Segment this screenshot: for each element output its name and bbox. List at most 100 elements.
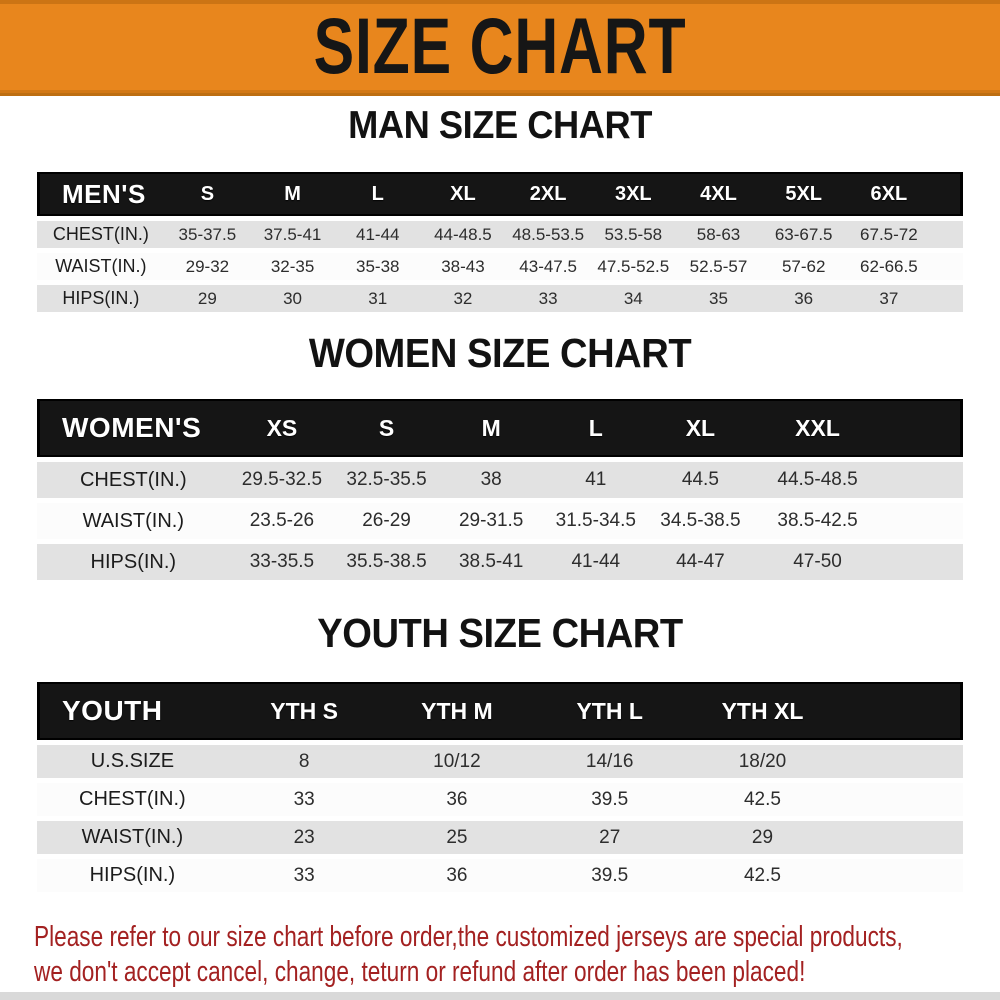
size-value-cell: 42.5 (686, 859, 839, 892)
table-row: WAIST(IN.) 29-32 32-35 35-38 38-43 43-47.5 47.… (37, 253, 963, 280)
size-value-cell: 38-43 (420, 253, 506, 280)
disclaimer-line-1: Please refer to our size chart before or… (34, 921, 903, 953)
size-value-cell: 33-35.5 (229, 544, 335, 580)
size-value-cell: 39.5 (533, 783, 687, 816)
size-value-cell: 33 (227, 783, 381, 816)
size-value-cell: 32 (420, 285, 506, 312)
women-section-heading: WOMEN SIZE CHART (308, 330, 692, 376)
size-column-header: YTH L (533, 682, 687, 740)
row-spacer (882, 544, 963, 580)
size-column-header: 4XL (675, 172, 762, 216)
table-row: CHEST(IN.) 35-37.5 37.5-41 41-44 44-48.5 48.5… (37, 221, 963, 248)
youth-section-heading: YOUTH SIZE CHART (317, 610, 683, 656)
size-column-header: M (438, 399, 544, 457)
size-value-cell: 41-44 (543, 544, 649, 580)
size-value-cell: 14/16 (533, 745, 687, 778)
row-label: U.S.SIZE (37, 745, 228, 778)
size-value-cell: 36 (761, 285, 847, 312)
table-row: CHEST(IN.) 33 36 39.5 42.5 (37, 783, 963, 816)
table-header-row: MEN'S S M L XL 2XL 3XL 4XL 5XL 6XL (37, 172, 963, 216)
size-value-cell: 38.5-42.5 (752, 503, 883, 539)
table-row: HIPS(IN.) 33-35.5 35.5-38.5 38.5-41 41-44 44-… (37, 544, 963, 580)
banner-title: SIZE CHART (313, 1, 687, 91)
table-header-label: MEN'S (37, 172, 165, 216)
row-spacer (838, 821, 963, 854)
row-spacer (838, 859, 963, 892)
size-value-cell: 63-67.5 (761, 221, 847, 248)
size-value-cell: 35.5-38.5 (334, 544, 439, 580)
row-label: HIPS(IN.) (37, 285, 165, 312)
table-header-row: WOMEN'S XS S M L XL XXL (37, 399, 963, 457)
row-spacer (931, 253, 963, 280)
size-value-cell: 33 (227, 859, 381, 892)
size-column-header: YTH M (380, 682, 534, 740)
women-size-table: WOMEN'S XS S M L XL XXL CHEST(IN.) 29.5-32.5 32.5… (37, 394, 963, 585)
size-column-header: M (249, 172, 336, 216)
header-spacer (838, 682, 963, 740)
size-column-header: 5XL (761, 172, 847, 216)
row-label: CHEST(IN.) (37, 221, 165, 248)
size-value-cell: 29.5-32.5 (229, 462, 335, 498)
size-value-cell: 62-66.5 (846, 253, 932, 280)
size-value-cell: 23 (227, 821, 381, 854)
size-value-cell: 37.5-41 (249, 221, 336, 248)
size-value-cell: 39.5 (533, 859, 687, 892)
size-value-cell: 30 (249, 285, 336, 312)
row-label: WAIST(IN.) (37, 503, 230, 539)
row-label: HIPS(IN.) (37, 859, 228, 892)
row-label: WAIST(IN.) (37, 821, 228, 854)
size-value-cell: 53.5-58 (590, 221, 676, 248)
row-spacer (931, 285, 963, 312)
size-value-cell: 29 (164, 285, 250, 312)
size-column-header: 3XL (590, 172, 676, 216)
size-value-cell: 34.5-38.5 (648, 503, 753, 539)
table-header-label: YOUTH (37, 682, 228, 740)
disclaimer-line-2: we don't accept cancel, change, teturn o… (34, 956, 806, 988)
size-value-cell: 36 (380, 859, 534, 892)
table-header-row: YOUTH YTH S YTH M YTH L YTH XL (37, 682, 963, 740)
size-column-header: S (334, 399, 439, 457)
size-value-cell: 31.5-34.5 (543, 503, 649, 539)
size-table-grid: MEN'S S M L XL 2XL 3XL 4XL 5XL 6XL CHEST(IN.) 35-37… (37, 167, 963, 317)
size-value-cell: 47-50 (752, 544, 883, 580)
size-value-cell: 10/12 (380, 745, 534, 778)
bottom-strip (0, 992, 1000, 1000)
size-value-cell: 29-31.5 (438, 503, 544, 539)
size-value-cell: 33 (505, 285, 591, 312)
size-value-cell: 44-48.5 (420, 221, 506, 248)
row-spacer (838, 783, 963, 816)
size-value-cell: 58-63 (675, 221, 762, 248)
youth-size-table: YOUTH YTH S YTH M YTH L YTH XL U.S.SIZE 8 10/12… (37, 677, 963, 897)
header-spacer (882, 399, 963, 457)
row-label: CHEST(IN.) (37, 783, 228, 816)
row-spacer (882, 462, 963, 498)
table-row: HIPS(IN.) 29 30 31 32 33 34 35 36 37 (37, 285, 963, 312)
size-table-grid: WOMEN'S XS S M L XL XXL CHEST(IN.) 29.5-32.5 32.5… (37, 394, 963, 585)
size-table-grid: YOUTH YTH S YTH M YTH L YTH XL U.S.SIZE 8 10/12… (37, 677, 963, 897)
size-column-header: YTH XL (686, 682, 839, 740)
man-size-table: MEN'S S M L XL 2XL 3XL 4XL 5XL 6XL CHEST(IN.) 35-37… (37, 167, 963, 317)
disclaimer: Please refer to our size chart before or… (34, 920, 903, 990)
size-column-header: XL (648, 399, 753, 457)
row-label: CHEST(IN.) (37, 462, 230, 498)
row-spacer (838, 745, 963, 778)
table-row: HIPS(IN.) 33 36 39.5 42.5 (37, 859, 963, 892)
size-column-header: L (543, 399, 649, 457)
size-column-header: XXL (752, 399, 883, 457)
size-value-cell: 41-44 (335, 221, 421, 248)
size-column-header: S (164, 172, 250, 216)
size-value-cell: 35-38 (335, 253, 421, 280)
banner: SIZE CHART (0, 0, 1000, 96)
size-column-header: XS (229, 399, 335, 457)
size-value-cell: 35 (675, 285, 762, 312)
size-value-cell: 43-47.5 (505, 253, 591, 280)
size-value-cell: 42.5 (686, 783, 839, 816)
size-column-header: XL (420, 172, 506, 216)
row-spacer (882, 503, 963, 539)
size-value-cell: 67.5-72 (846, 221, 932, 248)
header-spacer (931, 172, 963, 216)
size-value-cell: 37 (846, 285, 932, 312)
size-value-cell: 36 (380, 783, 534, 816)
table-header-label: WOMEN'S (37, 399, 230, 457)
